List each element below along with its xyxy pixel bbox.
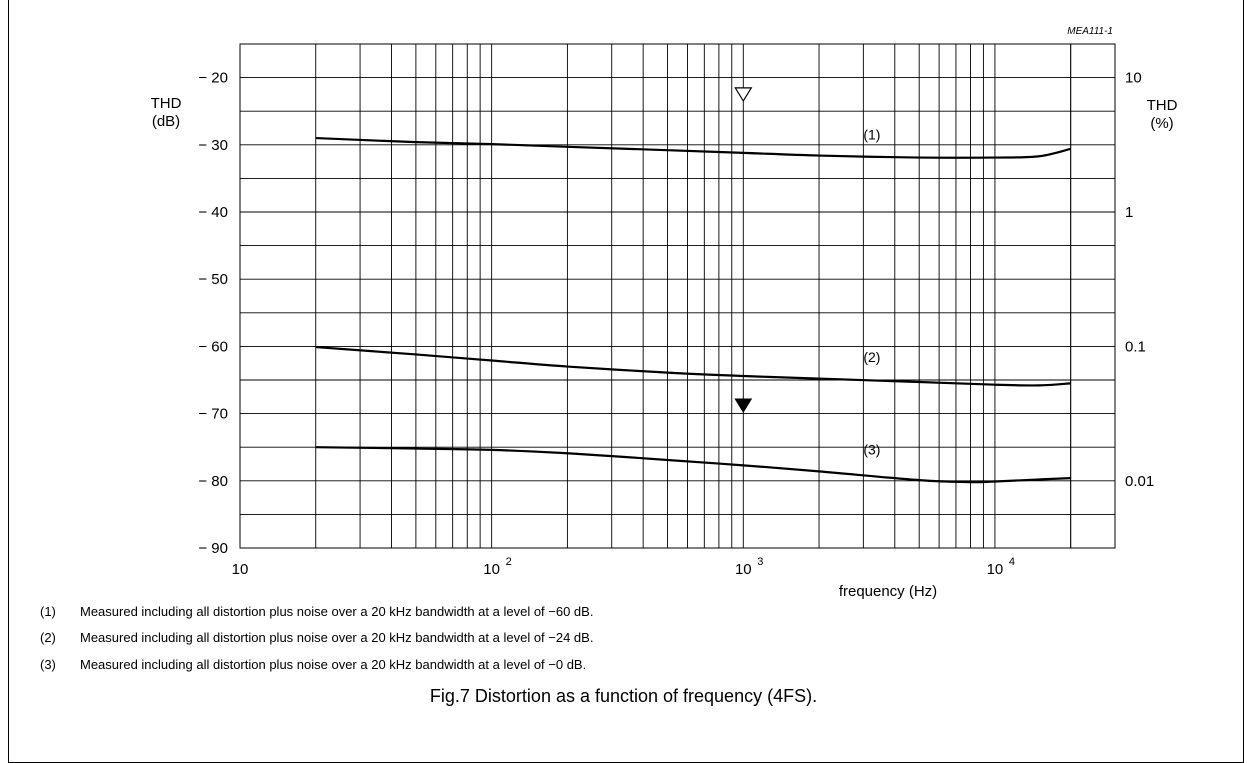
y-axis-label-left: THD — [151, 95, 182, 112]
x-tick-exponent: 4 — [1009, 556, 1015, 568]
x-tick-label: 10 4 — [987, 556, 1015, 578]
x-tick-label: 10 3 — [735, 556, 763, 578]
x-tick-exponent: 2 — [506, 556, 512, 568]
figure-code: MEA111-1 — [1067, 26, 1113, 37]
x-tick-base: 10 — [483, 561, 500, 578]
series-label-3: (3) — [863, 442, 880, 458]
x-tick-base: 10 — [735, 561, 752, 578]
footnote-2-text: Measured including all distortion plus n… — [80, 630, 594, 645]
footnote-1-number: (1) — [40, 604, 56, 619]
series-line-1 — [315, 136, 1071, 159]
series-line-2 — [315, 345, 1071, 387]
grid — [239, 43, 1116, 549]
y-axis-unit-right: (%) — [1150, 115, 1173, 132]
x-tick-exponent: 3 — [757, 556, 763, 568]
y-axis-unit-left: (dB) — [152, 113, 180, 130]
y-tick-label-left: − 70 — [198, 406, 228, 423]
series-label-1: (1) — [863, 126, 880, 142]
y-tick-label-left: − 90 — [198, 540, 228, 557]
open-triangle-marker — [734, 87, 753, 103]
x-tick-base: 10 — [232, 561, 249, 578]
y-tick-label-right: 0.01 — [1125, 473, 1154, 490]
series-label-2: (2) — [863, 349, 880, 365]
footnote-3-text: Measured including all distortion plus n… — [80, 657, 587, 672]
series-line-3 — [315, 446, 1071, 484]
footnote-1: (1) Measured including all distortion plu… — [40, 604, 593, 619]
footnote-3-number: (3) — [40, 657, 56, 672]
y-tick-label-left: − 40 — [198, 204, 228, 221]
x-tick-base: 10 — [987, 561, 1004, 578]
footnote-3: (3) Measured including all distortion plu… — [40, 657, 586, 672]
y-tick-label-right: 0.1 — [1125, 338, 1146, 355]
y-tick-label-right: 10 — [1125, 70, 1142, 87]
plot-border — [239, 43, 1116, 549]
footnote-2-number: (2) — [40, 630, 56, 645]
footnote-2: (2) Measured including all distortion plu… — [40, 630, 593, 645]
x-tick-label: 10 — [232, 561, 249, 578]
filled-triangle-marker — [734, 398, 753, 413]
footnote-1-text: Measured including all distortion plus n… — [80, 604, 594, 619]
y-tick-label-left: − 20 — [198, 70, 228, 87]
y-tick-label-left: − 60 — [198, 338, 228, 355]
figure-caption: Fig.7 Distortion as a function of freque… — [429, 686, 818, 706]
y-tick-label-left: − 80 — [198, 473, 228, 490]
y-tick-label-right: 1 — [1125, 204, 1133, 221]
y-tick-label-left: − 30 — [198, 137, 228, 154]
y-tick-label-left: − 50 — [198, 271, 228, 288]
x-tick-label: 10 2 — [483, 556, 511, 578]
x-axis-label: frequency (Hz) — [839, 583, 937, 600]
y-axis-label-right: THD — [1147, 97, 1178, 114]
